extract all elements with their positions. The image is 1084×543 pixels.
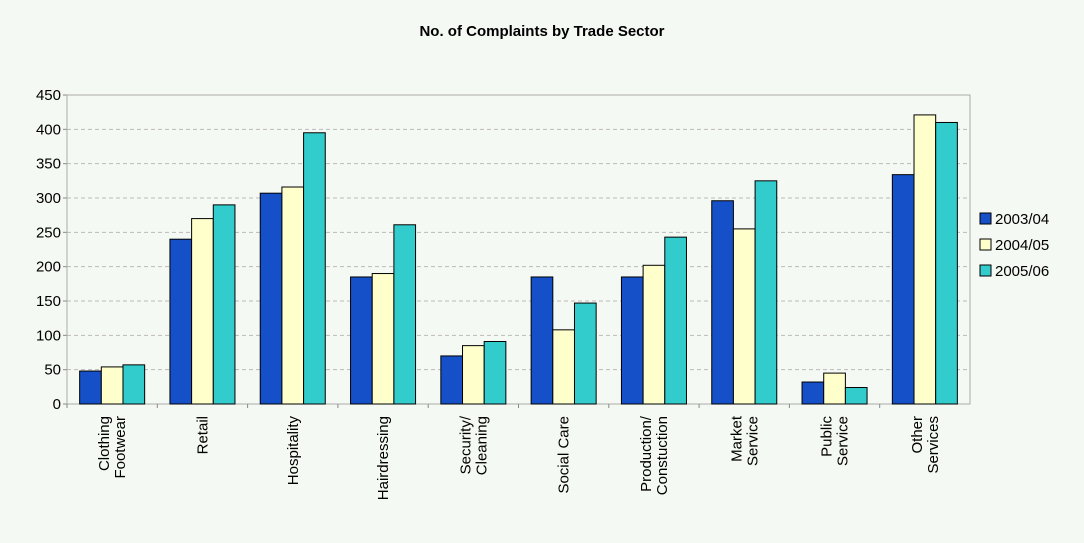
bar bbox=[573, 302, 597, 405]
y-tick-label: 100 bbox=[36, 327, 61, 344]
bar bbox=[844, 387, 868, 405]
y-tick-label: 250 bbox=[36, 224, 61, 241]
bar bbox=[620, 276, 644, 405]
x-tick-label: Hairdressing bbox=[375, 416, 392, 500]
bar bbox=[711, 200, 734, 405]
bar bbox=[483, 341, 507, 405]
legend-swatch bbox=[979, 238, 992, 251]
x-tick-label: Production/Constuction bbox=[638, 415, 671, 495]
bar bbox=[79, 370, 102, 405]
bar bbox=[530, 276, 554, 405]
y-tick-label: 400 bbox=[36, 121, 61, 138]
y-tick-label: 0 bbox=[53, 396, 61, 413]
bar bbox=[935, 121, 958, 405]
bar bbox=[281, 186, 305, 405]
y-tick-label: 300 bbox=[36, 190, 61, 207]
legend-swatch bbox=[979, 212, 992, 225]
bar bbox=[801, 381, 825, 405]
y-tick-label: 150 bbox=[36, 293, 61, 310]
bar bbox=[259, 192, 283, 405]
x-tick-label: MarketService bbox=[728, 415, 761, 466]
bar bbox=[754, 180, 778, 405]
bar bbox=[462, 345, 485, 405]
bar bbox=[212, 204, 236, 405]
x-tick-label: OtherServices bbox=[909, 416, 942, 474]
bar bbox=[191, 218, 214, 405]
x-tick-label: Social Care bbox=[556, 416, 573, 494]
bar bbox=[823, 372, 846, 405]
y-tick-label: 350 bbox=[36, 156, 61, 173]
x-tick-label: Retail bbox=[194, 416, 211, 454]
x-tick-label: Hospitality bbox=[285, 416, 302, 486]
legend-label: 2005/06 bbox=[995, 263, 1049, 280]
y-tick-label: 200 bbox=[36, 259, 61, 276]
y-tick-label: 50 bbox=[44, 362, 61, 379]
bar bbox=[350, 276, 373, 405]
bar bbox=[100, 366, 124, 405]
bar bbox=[122, 364, 146, 405]
legend-label: 2003/04 bbox=[995, 211, 1049, 228]
bar bbox=[552, 329, 575, 405]
bar bbox=[664, 236, 687, 405]
bar bbox=[732, 228, 756, 405]
bar bbox=[642, 264, 666, 405]
chart-title: No. of Complaints by Trade Sector bbox=[419, 23, 664, 40]
x-tick-label: PublicService bbox=[819, 416, 852, 467]
bar bbox=[440, 355, 464, 405]
x-tick-label: ClothingFootwear bbox=[96, 416, 129, 479]
legend-label: 2004/05 bbox=[995, 237, 1049, 254]
bar bbox=[303, 132, 326, 405]
legend-swatch bbox=[979, 264, 992, 277]
x-tick-label: Security/Cleaning bbox=[457, 415, 490, 475]
y-tick-label: 450 bbox=[36, 87, 61, 104]
bar bbox=[891, 174, 915, 405]
bar bbox=[393, 224, 417, 405]
bar bbox=[913, 114, 937, 405]
bar bbox=[371, 273, 395, 405]
bar bbox=[169, 238, 193, 405]
